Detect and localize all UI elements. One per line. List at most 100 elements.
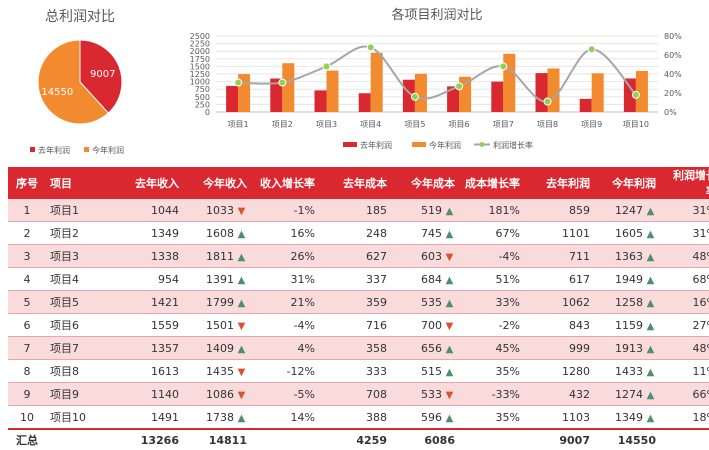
cell-cost_this: 700 ▼ <box>391 313 459 337</box>
legend-label: 今年利润 <box>429 140 461 150</box>
arrow-up-icon: ▲ <box>237 274 246 286</box>
legend-label: 利润增长率 <box>493 140 533 150</box>
cell-value: 27% <box>692 318 709 332</box>
cell-value: 26% <box>290 249 315 263</box>
arrow-up-icon: ▲ <box>237 343 246 355</box>
cell-no: 5 <box>8 290 46 314</box>
arrow-up-icon: ▲ <box>646 205 655 217</box>
growth-rate-point <box>631 90 640 99</box>
bar-this-year <box>414 73 427 112</box>
bar-last-year <box>491 81 504 112</box>
arrow-down-icon: ▼ <box>445 251 454 263</box>
cell-value: 535 <box>421 295 442 309</box>
cell-inc_rate: 14% <box>251 405 319 430</box>
cell-inc_last: 1357 <box>108 336 183 360</box>
arrow-down-icon: ▼ <box>237 205 246 217</box>
cell-value: 1101 <box>562 226 590 240</box>
cell-inc_rate: -12% <box>251 359 319 383</box>
cell-value: 1349 <box>151 226 179 240</box>
cell-prof_rate: 31% <box>660 199 709 222</box>
cell-prof_this: 1247 ▲ <box>594 199 660 222</box>
x-tick-label: 项目4 <box>360 120 381 129</box>
cell-value: 16% <box>290 226 315 240</box>
cell-value: 1608 <box>206 226 234 240</box>
cell-value: 项目6 <box>50 319 79 332</box>
arrow-up-icon: ▲ <box>646 412 655 424</box>
cell-cost_rate: -2% <box>459 313 524 337</box>
cell-value: 333 <box>366 364 387 378</box>
cell-value: 4% <box>297 341 315 355</box>
header-cell: 今年成本 <box>391 167 459 199</box>
cell-value: 1 <box>23 203 31 217</box>
cell-value: 31% <box>692 226 709 240</box>
cell-value: 3 <box>23 249 31 263</box>
legend-swatch-last <box>343 142 357 147</box>
cell-value: 1044 <box>151 203 179 217</box>
pie-legend-swatch <box>84 147 89 152</box>
cell-cost_this: 684 ▲ <box>391 267 459 291</box>
x-tick-label: 项目5 <box>404 120 425 129</box>
cell-prof_rate: 16% <box>660 290 709 314</box>
cell-inc_rate: 31% <box>251 267 319 291</box>
cell-inc_this: 1501 ▼ <box>183 313 251 337</box>
cell-value: 954 <box>158 272 179 286</box>
arrow-down-icon: ▼ <box>445 320 454 332</box>
cell-value: 684 <box>421 272 442 286</box>
cell-inc_last: 1349 <box>108 221 183 245</box>
arrow-up-icon: ▲ <box>237 412 246 424</box>
cell-no: 1 <box>8 199 46 222</box>
arrow-up-icon: ▲ <box>646 320 655 332</box>
cell-value: 1799 <box>206 295 234 309</box>
combo-legend: 去年利润 今年利润 利润增长率 <box>343 140 533 150</box>
y2-tick-label: 80% <box>664 32 682 41</box>
cell-cost_rate: 45% <box>459 336 524 360</box>
arrow-up-icon: ▲ <box>646 297 655 309</box>
y-tick-label: 500 <box>195 93 210 102</box>
cell-inc_this: 1738 ▲ <box>183 405 251 430</box>
cell-value: 181% <box>488 203 520 217</box>
cell-value: 248 <box>366 226 387 240</box>
cell-inc_this: 1086 ▼ <box>183 382 251 406</box>
cell-no: 10 <box>8 405 46 430</box>
pie-legend: 去年利润 今年利润 <box>30 145 124 155</box>
cell-value: 337 <box>366 272 387 286</box>
cell-value: 10 <box>20 410 34 424</box>
arrow-up-icon: ▲ <box>445 205 454 217</box>
bar-last-year <box>358 93 371 112</box>
cell-prof_rate: 11% <box>660 359 709 383</box>
cell-value: 21% <box>290 295 315 309</box>
growth-rate-point <box>410 92 419 101</box>
cell-value: 11% <box>692 364 709 378</box>
cell-value: 68% <box>692 272 709 286</box>
y-tick-label: 1750 <box>190 55 210 64</box>
cell-inc_this: 1409 ▲ <box>183 336 251 360</box>
x-tick-label: 项目8 <box>537 120 558 129</box>
cell-prof_rate: 18% <box>660 405 709 430</box>
cell-prof_rate: 48% <box>660 336 709 360</box>
growth-rate-point <box>455 82 464 91</box>
total-profit-this: 14550 <box>594 428 660 450</box>
bar-this-year <box>635 70 648 112</box>
header-cell: 项目 <box>46 167 108 199</box>
cell-value: 185 <box>366 203 387 217</box>
cell-name: 项目4 <box>46 267 108 291</box>
cell-value: 617 <box>569 272 590 286</box>
cell-value: 388 <box>366 410 387 424</box>
total-empty <box>660 428 709 450</box>
y-tick-label: 1000 <box>190 78 210 87</box>
cell-inc_rate: 21% <box>251 290 319 314</box>
bar-this-year <box>503 53 516 112</box>
cell-value: 1086 <box>206 387 234 401</box>
cell-name: 项目6 <box>46 313 108 337</box>
cell-value: 515 <box>421 364 442 378</box>
cell-inc_this: 1391 ▲ <box>183 267 251 291</box>
cell-name: 项目8 <box>46 359 108 383</box>
cell-value: 4 <box>23 272 31 286</box>
arrow-down-icon: ▼ <box>445 389 454 401</box>
